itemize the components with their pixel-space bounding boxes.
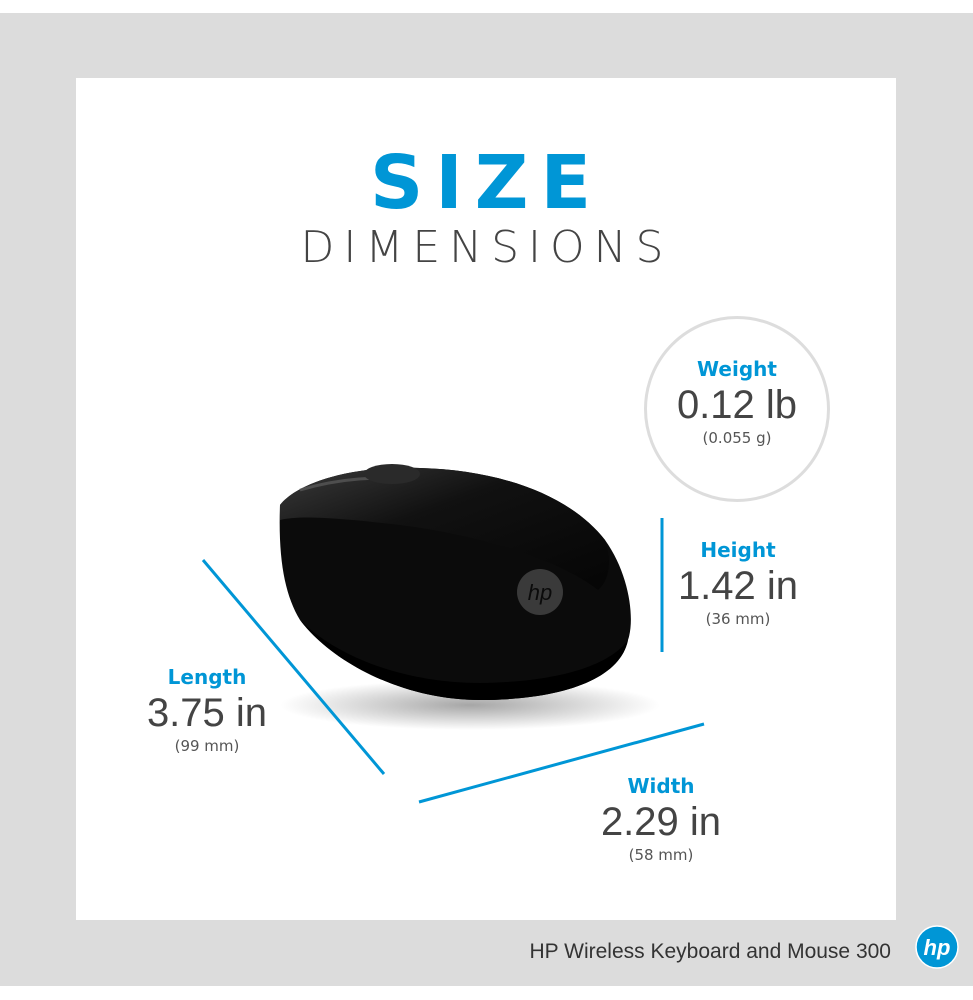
weight-value: 0.12 lb: [676, 383, 798, 427]
page-title: SIZE: [369, 140, 604, 226]
width-spec: Width 2.29 in (58 mm): [551, 773, 771, 865]
weight-circle: [644, 316, 830, 502]
page-subtitle: DIMENSIONS: [300, 222, 673, 273]
height-sub: (36 mm): [705, 610, 771, 628]
weight-sub: (0.055 g): [702, 429, 772, 447]
weight-spec: Weight 0.12 lb (0.055 g): [627, 356, 847, 448]
height-value: 1.42 in: [677, 564, 799, 608]
svg-text:hp: hp: [528, 580, 552, 605]
height-label: Height: [700, 538, 776, 562]
product-name: HP Wireless Keyboard and Mouse 300: [529, 940, 891, 963]
width-sub: (58 mm): [628, 846, 694, 864]
length-spec: Length 3.75 in (99 mm): [97, 664, 317, 756]
length-sub: (99 mm): [174, 737, 240, 755]
width-value: 2.29 in: [600, 800, 722, 844]
mouse-shadow: [280, 680, 660, 730]
mouse-image: hp: [279, 464, 631, 700]
width-label: Width: [627, 774, 695, 798]
length-label: Length: [167, 665, 247, 689]
width-dimension-line: [418, 722, 705, 804]
length-value: 3.75 in: [146, 691, 268, 735]
length-dimension-line: [201, 559, 386, 775]
height-spec: Height 1.42 in (36 mm): [628, 537, 848, 629]
weight-label: Weight: [697, 357, 777, 381]
svg-text:hp: hp: [924, 935, 951, 960]
hp-logo-icon: hp: [915, 925, 959, 969]
